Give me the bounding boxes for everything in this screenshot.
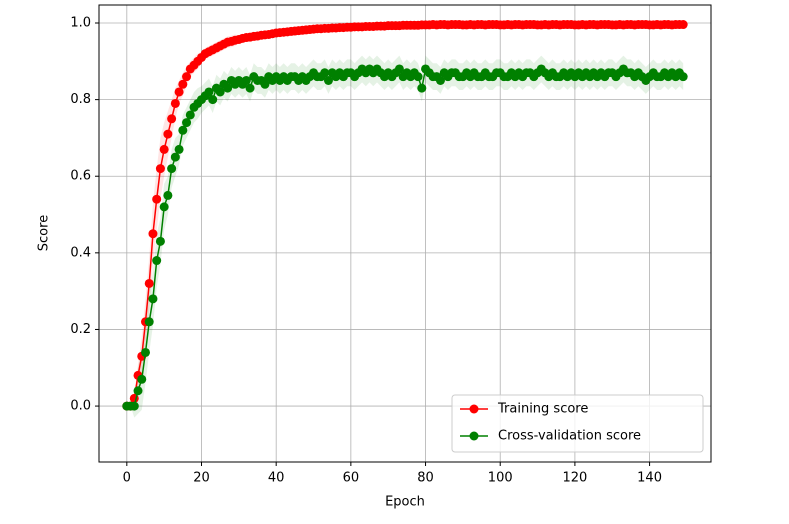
data-point: [159, 144, 169, 154]
data-point: [152, 194, 162, 204]
data-point: [413, 72, 423, 82]
data-point: [678, 20, 688, 30]
data-point: [144, 317, 154, 327]
x-axis-label: Epoch: [385, 495, 425, 510]
y-tick-label: 0.8: [70, 92, 91, 107]
data-point: [174, 87, 184, 97]
data-point: [155, 236, 165, 246]
x-tick-label: 80: [417, 471, 434, 486]
data-point: [174, 144, 184, 154]
y-tick-label: 0.4: [70, 245, 91, 260]
data-point: [152, 256, 162, 266]
plot-frame: [98, 4, 712, 463]
x-tick-label: 120: [562, 471, 587, 486]
data-point: [223, 83, 233, 93]
data-point: [182, 72, 192, 82]
data-point: [155, 164, 165, 174]
data-point: [215, 87, 225, 97]
x-tick-label: 0: [123, 471, 131, 486]
data-point: [241, 75, 251, 85]
data-point: [129, 401, 139, 411]
x-tick-label: 140: [637, 471, 662, 486]
x-tick-label: 20: [193, 471, 210, 486]
data-point: [320, 68, 330, 78]
legend-label: Training score: [497, 402, 588, 417]
series-line: [126, 67, 684, 407]
data-point: [159, 202, 169, 212]
data-point: [323, 75, 333, 85]
y-tick-label: 0.2: [70, 322, 91, 337]
data-point: [394, 64, 404, 74]
legend-label: Cross-validation score: [498, 429, 641, 444]
data-point: [148, 294, 158, 304]
data-point: [417, 83, 427, 93]
data-point: [167, 114, 177, 124]
data-point: [137, 374, 147, 384]
y-tick-label: 0.0: [70, 399, 91, 414]
data-point: [167, 164, 177, 174]
data-point: [163, 190, 173, 200]
data-point: [148, 229, 158, 239]
x-tick-label: 60: [343, 471, 360, 486]
data-point: [144, 278, 154, 288]
legend-marker: [469, 431, 479, 441]
x-tick-label: 100: [488, 471, 513, 486]
legend-marker: [469, 404, 479, 414]
data-point: [178, 79, 188, 89]
data-point: [140, 347, 150, 357]
data-point: [435, 75, 445, 85]
data-point: [170, 98, 180, 108]
data-point: [208, 95, 218, 105]
y-tick-label: 1.0: [70, 16, 91, 31]
data-point: [163, 129, 173, 139]
legend-box: [451, 394, 704, 453]
std-band: [126, 55, 684, 418]
data-point: [185, 110, 195, 120]
data-point: [204, 87, 214, 97]
data-point: [245, 83, 255, 93]
data-point: [182, 118, 192, 128]
data-point: [170, 152, 180, 162]
data-point: [178, 125, 188, 135]
x-tick-label: 40: [268, 471, 285, 486]
y-axis-label: Score: [37, 215, 52, 251]
data-point: [678, 72, 688, 82]
y-tick-label: 0.6: [70, 169, 91, 184]
data-point: [133, 386, 143, 396]
data-point: [260, 79, 270, 89]
